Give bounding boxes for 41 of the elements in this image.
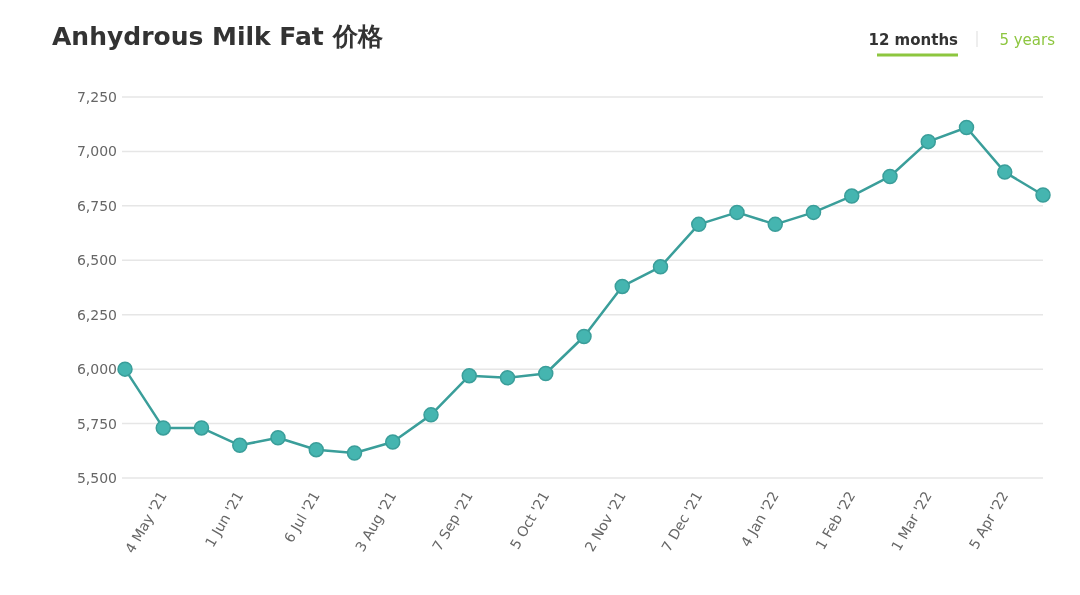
point bbox=[691, 216, 707, 233]
point bbox=[117, 361, 133, 377]
x-tick-label: 1 Feb '22 bbox=[812, 488, 859, 553]
y-tick-label: 7,000 bbox=[76, 143, 117, 160]
point bbox=[729, 204, 745, 221]
y-tick-label: 7,250 bbox=[76, 89, 117, 105]
point bbox=[882, 168, 898, 185]
x-tick-label: 6 Jul '21 bbox=[280, 488, 323, 546]
point bbox=[346, 445, 363, 461]
y-tick-label: 6,500 bbox=[76, 252, 117, 269]
y-tick-label: 6,750 bbox=[76, 197, 117, 214]
point bbox=[232, 437, 248, 454]
point bbox=[1035, 187, 1051, 203]
text: 5 years bbox=[999, 31, 1056, 49]
chart-title: Anhydrous Milk Fat 价格 bbox=[52, 22, 383, 51]
point bbox=[958, 119, 975, 136]
point bbox=[920, 133, 936, 150]
point bbox=[805, 204, 822, 221]
point bbox=[385, 434, 401, 450]
text: 12 months bbox=[868, 31, 959, 49]
point bbox=[767, 216, 783, 233]
point bbox=[461, 367, 477, 384]
point bbox=[193, 420, 210, 436]
x-tick-label: 5 Oct '21 bbox=[506, 488, 553, 552]
point bbox=[614, 278, 630, 295]
x-tick-label: 4 Jan '22 bbox=[737, 488, 782, 550]
point bbox=[576, 328, 592, 345]
point bbox=[270, 429, 286, 446]
point bbox=[155, 420, 171, 436]
y-tick-label: 6,250 bbox=[76, 306, 117, 323]
point bbox=[844, 188, 860, 204]
point bbox=[423, 407, 439, 423]
point bbox=[652, 259, 669, 275]
y-tick-label: 5,750 bbox=[76, 415, 117, 432]
y-tick-label: 6,000 bbox=[76, 361, 117, 378]
point bbox=[538, 365, 554, 382]
point bbox=[308, 441, 324, 458]
y-tick-label: 5,500 bbox=[76, 470, 117, 486]
point bbox=[997, 164, 1013, 180]
x-tick-label: 1 Jun '21 bbox=[201, 488, 247, 550]
point bbox=[499, 370, 516, 386]
